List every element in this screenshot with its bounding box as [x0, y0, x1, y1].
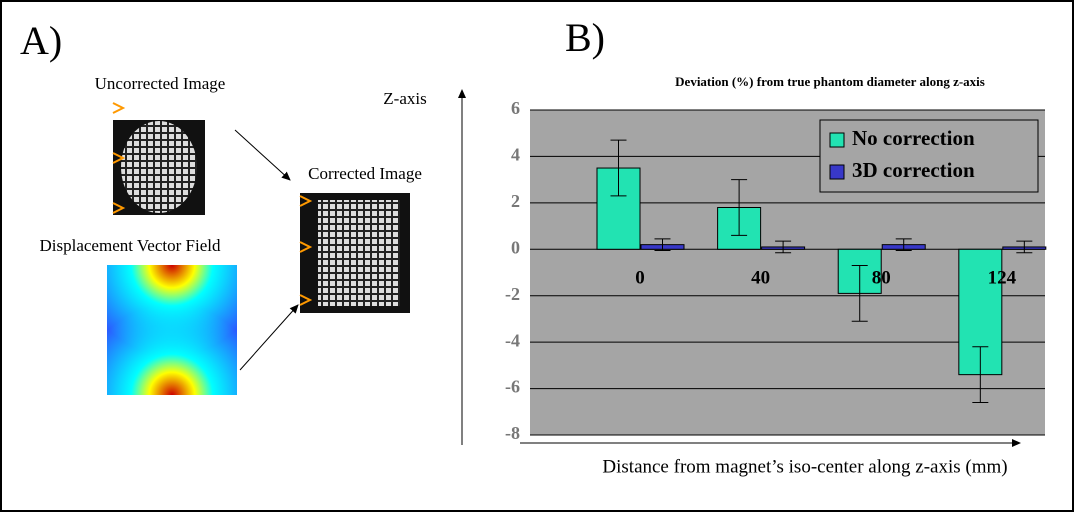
panel-label: B)	[565, 15, 605, 60]
x-tick-label: 40	[751, 268, 770, 289]
y-tick-label: 2	[511, 191, 520, 211]
y-tick-label: 6	[511, 98, 520, 118]
y-tick-label: 0	[511, 237, 520, 257]
x-tick-label: 0	[635, 268, 645, 289]
figure: A) Uncorrected Image Displacement Vector…	[0, 0, 1074, 512]
y-tick-label: -6	[505, 377, 520, 397]
panel-label: A)	[20, 18, 62, 63]
field-bottom	[107, 265, 237, 395]
caption: Displacement Vector Field	[40, 236, 221, 255]
image-grid	[318, 200, 400, 306]
x-tick-label: 80	[872, 268, 891, 289]
image-grid	[121, 121, 197, 213]
x-axis-label: Distance from magnet’s iso-center along …	[602, 456, 1007, 477]
legend-swatch	[830, 165, 844, 179]
chart-title: Deviation (%) from true phantom diameter…	[675, 74, 985, 89]
arrow	[235, 130, 290, 180]
y-tick-label: -8	[505, 423, 520, 443]
legend-swatch	[830, 133, 844, 147]
y-tick-label: -4	[505, 330, 520, 350]
x-tick-label: 124	[988, 268, 1017, 289]
caption: Uncorrected Image	[95, 74, 226, 93]
arrow	[240, 305, 298, 370]
caption: Corrected Image	[308, 164, 422, 183]
legend-label: No correction	[852, 126, 975, 150]
axis-label: Z-axis	[383, 89, 426, 108]
legend-label: 3D correction	[852, 158, 975, 182]
y-tick-label: -2	[505, 284, 520, 304]
y-tick-label: 4	[511, 145, 520, 165]
